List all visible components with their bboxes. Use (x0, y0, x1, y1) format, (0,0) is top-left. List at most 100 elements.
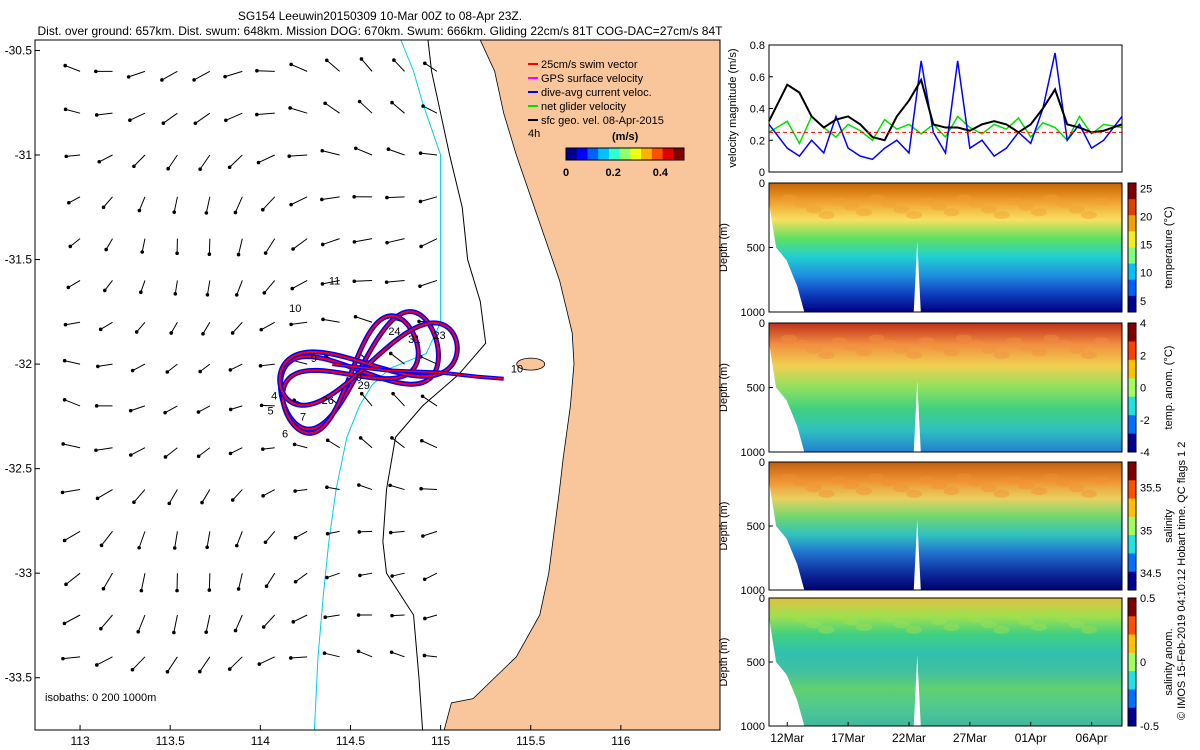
heatmap-texture (931, 342, 947, 351)
velocity-series-line (768, 52, 1123, 161)
heatmap-texture (1093, 337, 1110, 346)
colorbar-axis-label: salinity (1163, 509, 1175, 543)
sfc-velocity-arrow-head (287, 154, 292, 158)
sfc-velocity-arrow (295, 530, 308, 539)
heatmap-texture (793, 200, 810, 209)
sfc-velocity-arrow (238, 573, 243, 590)
sfc-velocity-arrow (293, 614, 308, 623)
sfc-velocity-arrow (133, 489, 146, 503)
sfc-velocity-arrow (256, 112, 275, 116)
sfc-velocity-arrow (138, 531, 146, 548)
map-x-tick-label: 115 (431, 734, 450, 748)
sfc-velocity-arrow-head (288, 106, 292, 110)
sfc-velocity-arrow (420, 356, 438, 365)
track-day-label: 5 (268, 405, 274, 417)
heatmap-texture (906, 211, 922, 220)
heatmap-texture (806, 484, 822, 493)
heatmap-texture (806, 620, 822, 629)
sfc-velocity-arrow (236, 280, 243, 296)
swim-vector-track (281, 314, 420, 435)
heatmap-texture (1031, 487, 1047, 496)
sfc-velocity-arrow-head (320, 148, 325, 153)
heatmap-texture (918, 337, 935, 346)
heatmap-texture (956, 194, 972, 203)
sfc-velocity-arrow-head (293, 579, 298, 584)
heatmap-texture (881, 478, 897, 487)
heatmap-texture (843, 481, 860, 490)
sfc-velocity-arrow-head (357, 99, 362, 104)
sfc-velocity-arrow-head (354, 146, 358, 151)
depth-tick-label: 0 (759, 593, 765, 605)
sfc-velocity-arrow (326, 486, 340, 491)
sfc-velocity-arrow-head (200, 500, 204, 505)
sfc-velocity-arrow-head (163, 410, 167, 415)
depth-tick-label: 500 (747, 383, 765, 395)
sfc-velocity-arrow (325, 614, 340, 618)
sfc-velocity-arrow-head (261, 625, 266, 629)
sfc-velocity-arrow (390, 353, 405, 365)
heatmap-texture (781, 473, 797, 482)
heatmap-texture (1031, 208, 1047, 217)
heatmap-texture (1068, 484, 1085, 493)
sfc-velocity-arrow-head (126, 75, 131, 79)
sfc-velocity-arrow (265, 238, 276, 254)
sfc-velocity-arrow-head (386, 147, 391, 152)
temp-anomaly-panel: 0 500 1000 Depth (m) 4 2 0 -2 -4 temp. anom. (°C) (718, 318, 1175, 459)
sfc-velocity-arrow (100, 614, 113, 629)
colorbar-tick-label: 5 (1140, 296, 1146, 308)
sfc-velocity-arrow-head (198, 167, 202, 171)
sfc-velocity-arrow-head (324, 58, 329, 63)
sfc-velocity-arrow-head (359, 391, 364, 396)
date-tick-label: 12Mar (770, 731, 804, 745)
sfc-velocity-arrow (99, 154, 113, 163)
sfc-velocity-arrow (386, 196, 405, 199)
depth-axis-label: Depth (m) (718, 502, 730, 551)
sfc-velocity-arrow-head (137, 545, 141, 550)
map-x-tick-label: 114.5 (336, 734, 365, 748)
sfc-velocity-arrow (193, 70, 211, 81)
sfc-velocity-arrow-head (352, 194, 356, 199)
heatmap-texture (868, 473, 885, 482)
heatmap-texture (856, 623, 872, 632)
legend-label: dive-avg current veloc. (541, 87, 652, 99)
sfc-velocity-arrow (355, 147, 373, 156)
heatmap-texture (881, 614, 897, 623)
sfc-velocity-arrow-head (160, 78, 164, 82)
sfc-velocity-arrow (97, 363, 113, 367)
sfc-velocity-arrow-head (192, 78, 196, 82)
colorbar-segment (1128, 571, 1136, 591)
sfc-velocity-arrow (390, 484, 405, 491)
heatmap-texture (781, 194, 797, 203)
sfc-velocity-arrow (198, 447, 211, 457)
sfc-velocity-arrow-head (64, 582, 68, 587)
sfc-velocity-arrow-head (352, 279, 357, 284)
legend-label: net glider velocity (541, 101, 626, 113)
sfc-velocity-arrow-head (139, 290, 143, 295)
land-mass (443, 39, 721, 731)
sfc-velocity-arrow (173, 614, 178, 633)
sfc-velocity-arrow-head (421, 534, 425, 538)
sfc-velocity-arrow (420, 196, 438, 202)
heatmap-texture (906, 351, 922, 360)
colorbar-segment (1128, 652, 1136, 672)
heatmap-texture (856, 348, 872, 357)
sfc-velocity-arrow (96, 656, 113, 666)
sfc-velocity-arrows (60, 57, 438, 674)
sfc-velocity-arrow (322, 238, 340, 245)
legend-label: 25cm/s swim vector (541, 59, 638, 71)
heatmap-texture (868, 334, 885, 343)
colorbar-segment (1128, 263, 1136, 281)
colorbar-segment (1128, 480, 1136, 500)
sfc-velocity-arrow (392, 614, 405, 617)
sfc-velocity-arrow-head (233, 628, 238, 633)
sfc-velocity-arrow (65, 65, 81, 72)
sfc-velocity-arrow (130, 447, 146, 456)
sfc-velocity-arrow (261, 404, 275, 407)
sfc-velocity-arrow-head (323, 101, 327, 106)
date-tick-label: 17Mar (831, 731, 865, 745)
sfc-velocity-arrow-head (419, 244, 423, 249)
colorbar-segment (1128, 707, 1136, 727)
heatmap-texture (993, 489, 1010, 498)
sfc-velocity-arrow (326, 572, 340, 579)
heatmap-texture (1081, 625, 1097, 634)
